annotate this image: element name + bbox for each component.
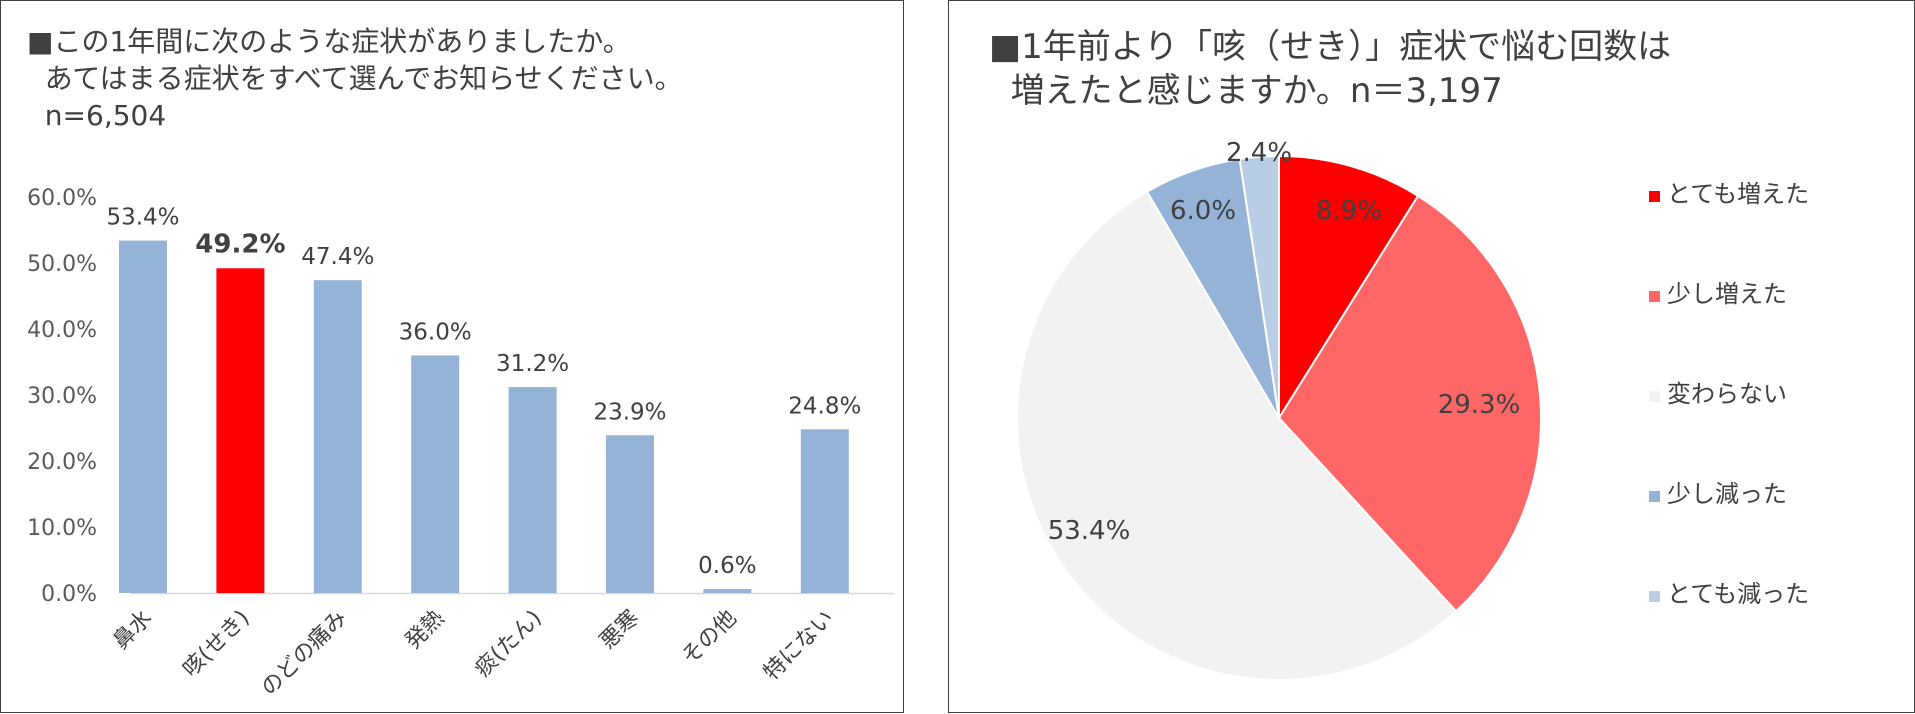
x-category-label: 発熱 xyxy=(401,606,450,655)
y-tick-label: 20.0% xyxy=(27,450,97,475)
bar-chart-title: ■この1年間に次のような症状がありましたか。 あてはまる症状をすべて選んでお知ら… xyxy=(27,23,683,134)
legend-item-label: 少し増えた xyxy=(1667,280,1787,308)
x-category-label: その他 xyxy=(677,606,741,670)
y-tick-label: 30.0% xyxy=(27,384,97,409)
legend-swatch xyxy=(1649,591,1660,602)
y-tick-label: 60.0% xyxy=(27,186,97,211)
bar-4 xyxy=(508,387,557,593)
bar-value-label: 24.8% xyxy=(788,393,861,419)
legend-swatch xyxy=(1649,491,1660,502)
right-chart-panel: ■1年前より「咳（せき）」症状で悩む回数は 増えたと感じますか。n＝3,197 … xyxy=(948,0,1915,713)
bar-title-line-2: あてはまる症状をすべて選んでお知らせください。 xyxy=(27,62,683,95)
legend-item-label: とても増えた xyxy=(1667,180,1809,208)
legend-item-label: とても減った xyxy=(1667,580,1809,608)
legend-item-label: 変わらない xyxy=(1667,380,1787,408)
pie-slice-1 xyxy=(1277,194,1542,613)
bar-value-label: 0.6% xyxy=(698,553,756,579)
bar-0 xyxy=(119,240,167,593)
y-tick-label: 50.0% xyxy=(27,252,97,277)
bar-1 xyxy=(216,268,265,593)
y-tick-label: 40.0% xyxy=(27,318,97,343)
y-tick-label: 10.0% xyxy=(27,516,97,541)
bar-title-line-1: ■この1年間に次のような症状がありましたか。 xyxy=(27,25,631,58)
pie-slice-2 xyxy=(1016,190,1458,681)
bar-value-label: 23.9% xyxy=(593,399,666,425)
pie-value-label: 53.4% xyxy=(1048,516,1131,546)
left-chart-panel: ■この1年間に次のような症状がありましたか。 あてはまる症状をすべて選んでお知ら… xyxy=(0,0,904,713)
x-category-label: 咳(せき) xyxy=(178,606,254,682)
x-category-label: 特にない xyxy=(759,606,839,686)
pie-value-label: 29.3% xyxy=(1438,390,1521,420)
pie-value-label: 8.9% xyxy=(1316,196,1382,226)
x-category-label: のどの痛み xyxy=(257,606,352,701)
bar-2 xyxy=(313,280,362,593)
bar-7 xyxy=(800,429,849,593)
pie-chart-title: ■1年前より「咳（せき）」症状で悩む回数は 増えたと感じますか。n＝3,197 xyxy=(989,25,1671,113)
bar-5 xyxy=(606,435,654,593)
bar-6 xyxy=(703,589,752,593)
pie-title-line-2: 増えたと感じますか。n＝3,197 xyxy=(989,71,1503,111)
pie-title-line-1: ■1年前より「咳（せき）」症状で悩む回数は xyxy=(989,27,1672,67)
y-tick-label: 0.0% xyxy=(41,582,97,607)
bar-3 xyxy=(411,355,460,593)
bar-value-label: 53.4% xyxy=(106,205,179,231)
bar-chart: 0.0% 10.0% 20.0% 30.0% 40.0% 50.0% 60.0% 53.4% 鼻… xyxy=(27,186,894,701)
bar-value-label: 47.4% xyxy=(301,244,374,270)
legend-swatch xyxy=(1649,191,1660,202)
pie-slice-4 xyxy=(1238,154,1280,419)
bar-value-label: 49.2% xyxy=(195,229,285,259)
pie-value-label: 6.0% xyxy=(1170,196,1236,226)
x-category-label: 鼻水 xyxy=(108,606,157,655)
pie-chart: 8.9% 29.3% 53.4% 6.0% 2.4% とても増えた少し増えた変わらない少し… xyxy=(1016,138,1809,681)
bar-title-line-3: n=6,504 xyxy=(27,99,167,132)
bar-value-label: 31.2% xyxy=(496,351,569,377)
legend-swatch xyxy=(1649,291,1660,302)
legend-item-label: 少し減った xyxy=(1667,480,1787,508)
x-category-label: 悪寒 xyxy=(595,606,644,655)
bar-value-label: 36.0% xyxy=(399,319,472,345)
pie-slice-0 xyxy=(1278,154,1420,422)
legend-swatch xyxy=(1649,391,1660,402)
x-category-label: 痰(たん) xyxy=(470,606,546,682)
pie-value-label: 2.4% xyxy=(1226,138,1292,168)
